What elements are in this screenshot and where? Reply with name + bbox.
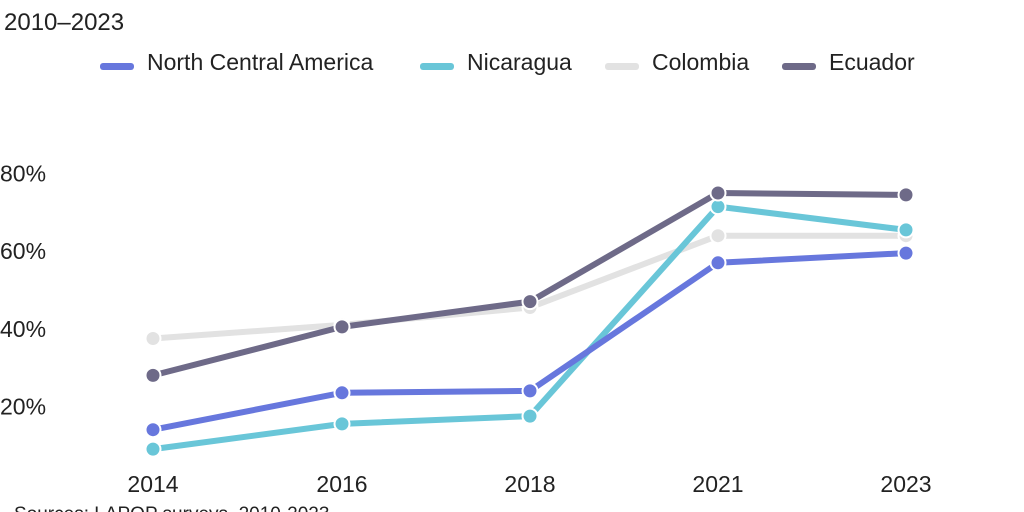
data-point-ecuador-2016	[333, 318, 351, 336]
series-line-ecuador	[150, 190, 909, 379]
series-line-north-central-america	[150, 250, 909, 433]
y-tick-label-60: 60%	[0, 238, 46, 264]
data-point-nicaragua-2014	[144, 440, 162, 458]
y-tick-label-80: 80%	[0, 161, 46, 187]
x-tick-label-2014: 2014	[127, 471, 178, 497]
data-point-north-central-america-2021	[709, 254, 727, 272]
x-tick-label-2021: 2021	[692, 471, 743, 497]
legend-label-colombia: Colombia	[652, 49, 749, 75]
data-point-colombia-2021	[709, 227, 727, 245]
x-tick-label-2016: 2016	[316, 471, 367, 497]
data-point-north-central-america-2018	[521, 382, 539, 400]
legend-label-ecuador: Ecuador	[829, 49, 915, 75]
data-point-nicaragua-2023	[897, 221, 915, 239]
data-point-ecuador-2018	[521, 293, 539, 311]
x-axis: 2014 2016 2018 2021 2023	[127, 471, 931, 497]
legend-label-north-central-america: North Central America	[147, 49, 373, 75]
data-point-ecuador-2021	[709, 184, 727, 202]
data-point-colombia-2014	[144, 330, 162, 347]
series-ecuador	[144, 184, 915, 384]
chart-source: Sources: LAPOP surveys, 2010-2023	[14, 504, 329, 512]
x-tick-label-2018: 2018	[504, 471, 555, 497]
series-colombia	[144, 227, 915, 347]
series-line-colombia	[150, 232, 909, 342]
legend-swatch-nicaragua	[420, 63, 454, 70]
data-point-nicaragua-2016	[333, 415, 351, 433]
y-tick-label-20: 20%	[0, 393, 46, 419]
y-tick-label-40: 40%	[0, 316, 46, 342]
legend-swatch-colombia	[605, 63, 639, 70]
data-point-ecuador-2014	[144, 366, 162, 384]
legend-swatch-north-central-america	[100, 63, 134, 70]
series-north-central-america	[144, 244, 915, 439]
data-point-ecuador-2023	[897, 186, 915, 204]
legend-swatch-ecuador	[782, 63, 816, 70]
series-nicaragua	[144, 198, 915, 458]
legend-label-nicaragua: Nicaragua	[467, 49, 572, 75]
data-point-north-central-america-2023	[897, 244, 915, 262]
y-axis: 20% 40% 60% 80%	[0, 161, 46, 420]
data-point-north-central-america-2014	[144, 421, 162, 439]
data-point-nicaragua-2018	[521, 407, 539, 425]
legend-item-nicaragua: Nicaragua	[420, 49, 572, 75]
x-tick-label-2023: 2023	[880, 471, 931, 497]
chart-legend: North Central America Nicaragua Colombia Ec…	[100, 49, 915, 75]
legend-item-north-central-america: North Central America	[100, 49, 373, 75]
legend-item-colombia: Colombia	[605, 49, 749, 75]
data-point-north-central-america-2016	[333, 384, 351, 402]
series-layer	[144, 184, 915, 458]
chart-subtitle: 2010–2023	[4, 9, 124, 36]
legend-item-ecuador: Ecuador	[782, 49, 915, 75]
